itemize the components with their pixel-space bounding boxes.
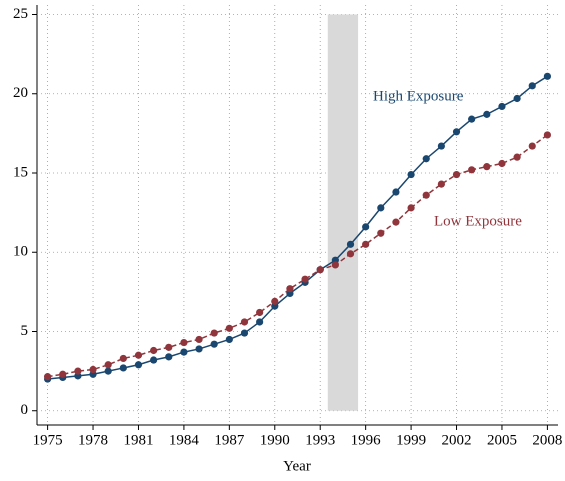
data-point xyxy=(483,110,491,118)
x-tick-label: 1981 xyxy=(123,432,153,448)
data-point xyxy=(377,204,385,212)
data-point xyxy=(437,180,445,188)
data-point xyxy=(483,163,491,171)
x-tick-label: 1978 xyxy=(78,432,108,448)
data-point xyxy=(240,318,249,326)
data-point xyxy=(89,365,97,374)
data-point xyxy=(362,223,370,231)
data-point xyxy=(513,94,521,103)
data-point xyxy=(180,348,188,356)
data-point xyxy=(452,170,461,179)
x-tick-label: 1975 xyxy=(33,432,63,448)
y-tick-label: 5 xyxy=(21,323,29,339)
data-point xyxy=(165,343,173,351)
x-tick-label: 1999 xyxy=(396,432,426,448)
x-tick-label: 1990 xyxy=(260,432,290,448)
data-point xyxy=(301,275,309,283)
x-tick-label: 1987 xyxy=(214,432,245,448)
data-point xyxy=(528,142,536,150)
data-point xyxy=(119,354,127,363)
y-tick-label: 10 xyxy=(13,244,28,260)
data-point xyxy=(44,373,52,381)
data-point xyxy=(392,218,400,226)
data-point xyxy=(543,72,551,80)
data-point xyxy=(225,335,233,344)
data-point xyxy=(286,285,294,293)
x-tick-label: 2008 xyxy=(532,432,562,448)
data-point xyxy=(452,128,461,136)
shaded-span xyxy=(327,14,359,411)
data-point xyxy=(498,102,506,111)
data-point xyxy=(437,142,445,150)
data-point xyxy=(104,361,112,369)
y-tick-label: 25 xyxy=(13,6,28,22)
x-tick-label: 1984 xyxy=(169,432,200,448)
data-point xyxy=(240,329,249,337)
y-tick-label: 0 xyxy=(21,402,29,418)
y-tick-label: 15 xyxy=(13,164,28,180)
data-point xyxy=(195,335,203,344)
data-point xyxy=(59,370,67,378)
data-point xyxy=(422,191,430,199)
data-point xyxy=(498,159,506,168)
data-point xyxy=(180,338,188,347)
data-point xyxy=(195,345,203,353)
y-tick-label: 20 xyxy=(13,85,28,101)
data-point xyxy=(271,297,279,305)
data-point xyxy=(134,361,143,369)
data-point xyxy=(468,166,476,174)
x-axis-title: Year xyxy=(283,458,311,474)
data-point xyxy=(513,153,521,161)
data-point xyxy=(407,170,415,179)
data-point xyxy=(407,204,415,212)
data-point xyxy=(422,155,430,163)
x-tick-label: 1993 xyxy=(305,432,335,448)
x-tick-label: 2005 xyxy=(487,432,517,448)
data-point xyxy=(528,82,536,90)
data-point xyxy=(225,324,233,332)
data-point xyxy=(119,364,127,372)
data-point xyxy=(346,250,355,258)
data-point xyxy=(316,266,324,274)
data-point xyxy=(134,351,143,359)
data-point xyxy=(104,367,112,375)
data-point xyxy=(377,229,385,237)
data-point xyxy=(210,329,218,337)
x-tick-label: 2002 xyxy=(442,432,472,448)
data-point xyxy=(165,353,173,361)
series-label: High Exposure xyxy=(373,88,464,104)
x-tick-label: 1996 xyxy=(351,432,382,448)
data-point xyxy=(150,356,158,364)
data-point xyxy=(74,367,82,375)
data-point xyxy=(150,346,158,355)
data-point xyxy=(392,188,400,196)
data-point xyxy=(543,131,551,139)
data-point xyxy=(256,318,264,326)
data-point xyxy=(331,261,339,269)
data-point xyxy=(346,240,355,248)
data-point xyxy=(362,240,370,248)
series-line xyxy=(47,134,548,378)
data-point xyxy=(210,340,218,348)
series-label: Low Exposure xyxy=(434,213,522,229)
series-line xyxy=(47,75,548,380)
data-point xyxy=(468,115,476,123)
data-point xyxy=(256,308,264,317)
